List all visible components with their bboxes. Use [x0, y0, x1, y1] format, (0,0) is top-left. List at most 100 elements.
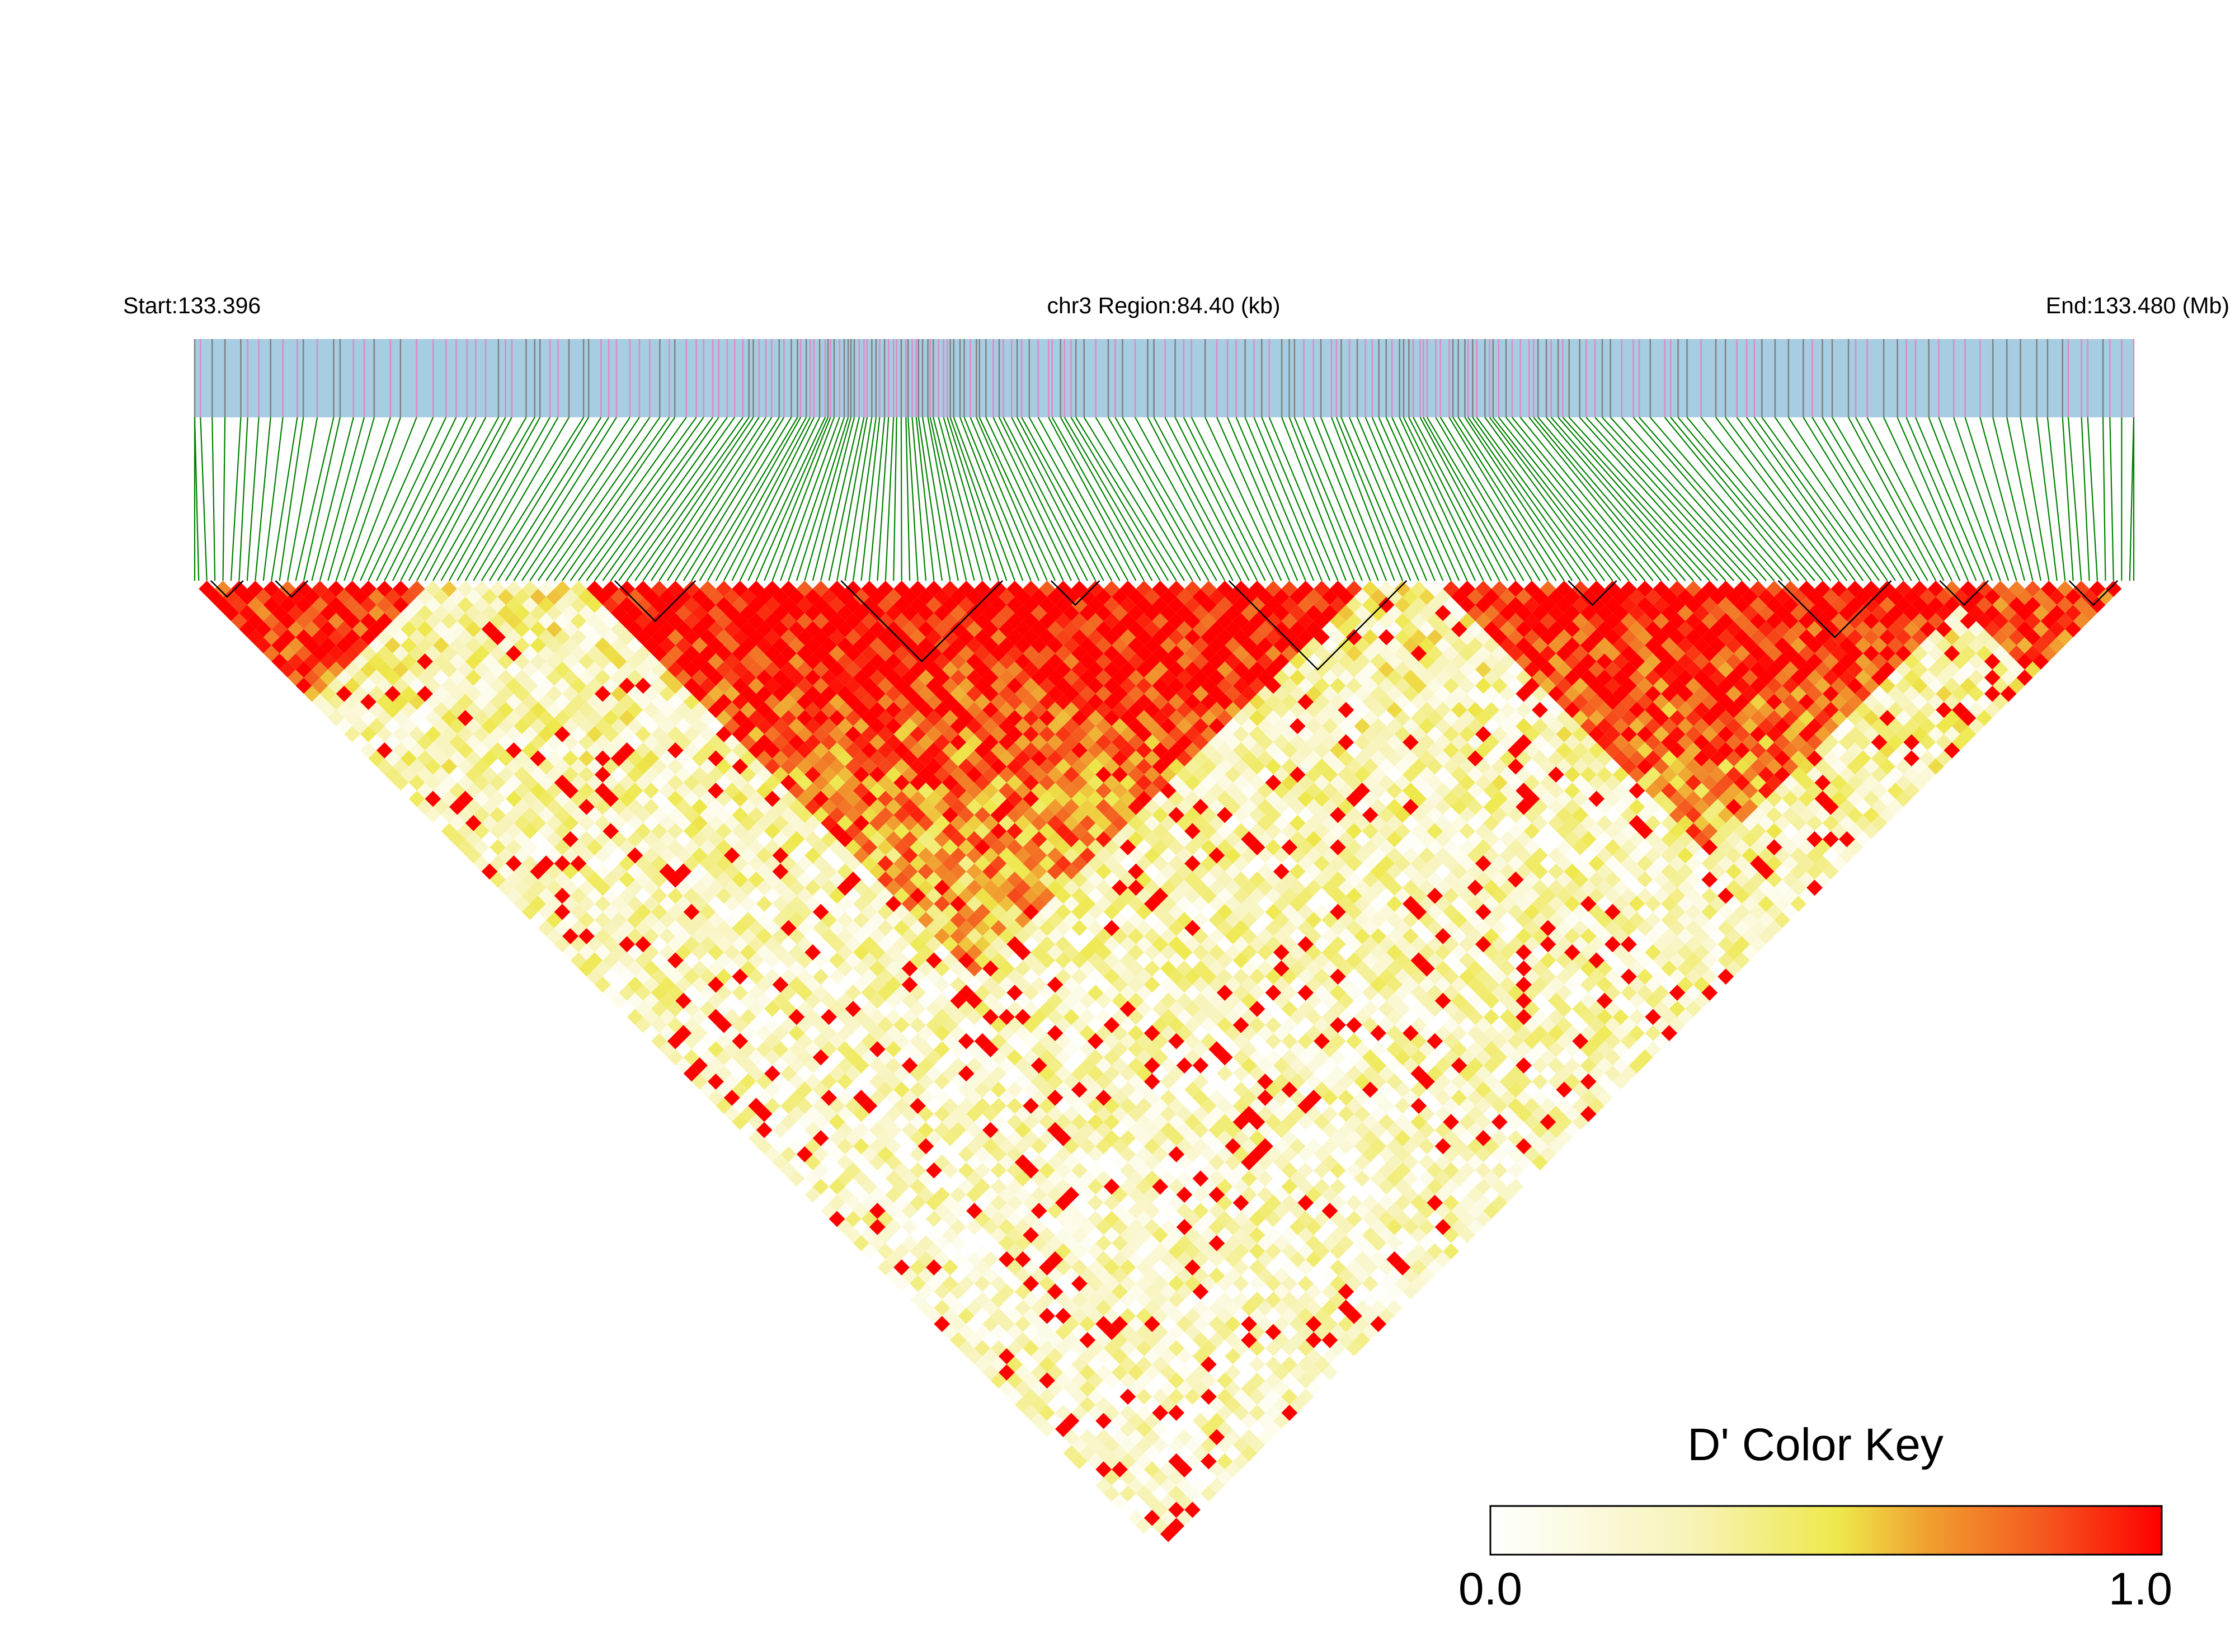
ld-cell [1176, 1041, 1193, 1058]
ld-cell [756, 1138, 773, 1155]
ld-cell [1200, 1485, 1217, 1502]
ld-cell [1136, 1389, 1152, 1405]
ld-cell [1208, 960, 1225, 977]
ld-cell [877, 613, 894, 629]
ld-cell [958, 1227, 975, 1244]
ld-cell [1338, 1300, 1354, 1316]
ld-cell [1160, 1057, 1177, 1074]
ld-cell [1119, 1389, 1136, 1405]
ld-cell [821, 653, 837, 670]
ld-cell [1014, 1283, 1031, 1300]
snp-connector-line [1579, 417, 1726, 581]
ld-cell [530, 669, 547, 686]
snp-connector-line [1303, 417, 1371, 581]
ld-cell [1176, 912, 1193, 928]
ld-cell [1200, 1146, 1217, 1162]
ld-cell [1119, 790, 1136, 807]
ld-cell [1354, 1316, 1371, 1333]
ld-cell [1257, 1009, 1273, 1025]
ld-cell [1330, 985, 1346, 1001]
ld-cell [1297, 968, 1314, 985]
ld-cell [1063, 1203, 1080, 1219]
ld-cell [1338, 1089, 1354, 1106]
ld-cell [982, 1154, 999, 1171]
snp-connector-line [1268, 417, 1339, 581]
ld-cell [1047, 1251, 1064, 1268]
ld-cell [1136, 1307, 1152, 1324]
snp-connector-line [1472, 417, 1589, 581]
ld-cell [1491, 1194, 1508, 1211]
snp-connector-line [1464, 417, 1573, 581]
snp-connector-line [1408, 417, 1492, 581]
ld-cell [1184, 1081, 1201, 1098]
ld-cell [1192, 1041, 1209, 1058]
ld-cell [1200, 985, 1217, 1001]
ld-cell [1225, 879, 1241, 896]
ld-cell [1451, 1203, 1467, 1219]
snp-connector-line [311, 417, 354, 581]
ld-cell [1451, 1122, 1467, 1138]
ld-cell [1152, 1534, 1169, 1550]
ld-cell [1119, 1243, 1136, 1260]
ld-cell [1136, 1502, 1152, 1518]
ld-cell [1241, 1105, 1258, 1122]
ld-cell [1071, 1405, 1088, 1421]
snp-connector-line [1670, 417, 1807, 581]
ld-cell [376, 596, 393, 613]
ld-cell [966, 1332, 983, 1348]
ld-cell [263, 645, 280, 662]
ld-cell [1103, 1307, 1120, 1324]
ld-cell [812, 1162, 829, 1179]
ld-cell [998, 992, 1015, 1009]
ld-cell [1386, 1073, 1403, 1090]
ld-cell [1063, 1105, 1080, 1122]
ld-cell [853, 1203, 869, 1219]
snp-connector-line [764, 417, 831, 581]
ld-cell [1144, 1105, 1160, 1122]
ld-cell [1087, 1437, 1104, 1453]
ld-cell [1257, 1089, 1273, 1106]
ld-cell [1152, 1324, 1169, 1340]
ld-cell [1410, 1081, 1427, 1098]
ld-cell [877, 790, 894, 807]
snp-connector-line [1003, 417, 1088, 581]
snp-connector-line [1147, 417, 1234, 581]
ld-cell [917, 1138, 934, 1155]
ld-cell [1354, 1089, 1371, 1106]
ld-cell [1176, 960, 1193, 977]
ld-cell [1071, 1340, 1088, 1357]
ld-cell [319, 605, 336, 622]
ld-cell [1403, 1138, 1419, 1155]
ld-cell [319, 669, 336, 686]
ld-cell [1023, 1307, 1039, 1324]
snp-connector-line [1938, 417, 2001, 581]
ld-cell [1410, 1049, 1427, 1066]
ld-cell [1160, 1073, 1177, 1090]
ld-cell [1176, 944, 1193, 961]
ld-cell [1144, 896, 1160, 912]
ld-cell [288, 653, 304, 670]
ld-cell [408, 790, 425, 807]
ld-cell [352, 702, 369, 718]
ld-cell [1418, 1187, 1435, 1203]
ld-cell [1281, 1178, 1298, 1195]
ld-cell [877, 807, 894, 823]
ld-cell [1305, 1251, 1322, 1268]
ld-cell [942, 1194, 958, 1211]
ld-cell [934, 1187, 951, 1203]
ld-cell [408, 694, 425, 710]
ld-cell [441, 758, 458, 775]
ld-cell [1112, 1413, 1128, 1429]
ld-cell [1273, 1267, 1290, 1284]
snp-connector-line [723, 417, 811, 581]
snp-connector-line [938, 417, 984, 581]
ld-cell [966, 1251, 983, 1268]
ld-cell [1475, 1194, 1491, 1211]
ld-cell [1345, 1016, 1362, 1033]
ld-cell [1370, 1300, 1387, 1316]
ld-cell [788, 1138, 805, 1155]
ld-cell [1321, 1364, 1338, 1381]
ld-cell [958, 1146, 975, 1162]
ld-cell [1281, 1016, 1298, 1033]
ld-cell [1249, 1243, 1265, 1260]
